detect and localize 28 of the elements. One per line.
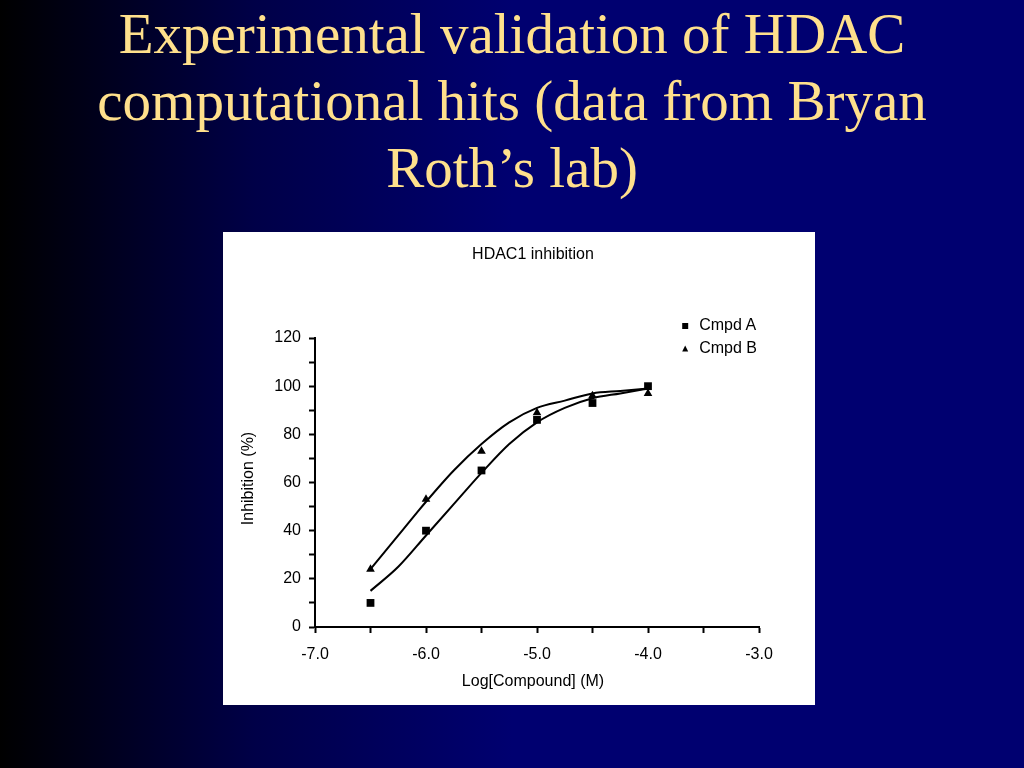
legend-label: Cmpd A xyxy=(699,316,757,334)
x-tick-label: -3.0 xyxy=(745,645,773,663)
x-axis-title: Log[Compound] (M) xyxy=(461,672,605,690)
y-axis-title: Inhibition (%) xyxy=(239,431,257,526)
y-tick-label: 0 xyxy=(292,617,302,635)
y-tick-label: 40 xyxy=(283,521,302,539)
x-tick-label: -6.0 xyxy=(412,645,440,663)
y-tick-label: 20 xyxy=(283,569,302,587)
point xyxy=(532,407,542,416)
point xyxy=(533,415,541,424)
x-tick-label: -4.0 xyxy=(634,645,662,663)
chart-subtitle: HDAC1 inhibition xyxy=(472,245,594,263)
point xyxy=(588,390,597,399)
legend-label: Cmpd B xyxy=(699,339,757,357)
point xyxy=(366,564,375,572)
y-tick-label: 120 xyxy=(274,328,302,346)
chart-title: Experimental validation of HDAC computational hits (data from Bryan Roth’s lab) xyxy=(96,1,928,201)
x-tick-label: -7.0 xyxy=(301,645,329,663)
point xyxy=(422,526,430,535)
point xyxy=(477,446,486,454)
point xyxy=(644,382,652,391)
y-tick-label: 80 xyxy=(283,424,302,442)
point xyxy=(366,599,375,607)
y-tick-label: 60 xyxy=(283,472,302,490)
x-tick-label: -5.0 xyxy=(523,645,551,663)
point xyxy=(588,399,597,407)
point xyxy=(421,494,431,502)
y-tick-label: 100 xyxy=(274,376,302,394)
